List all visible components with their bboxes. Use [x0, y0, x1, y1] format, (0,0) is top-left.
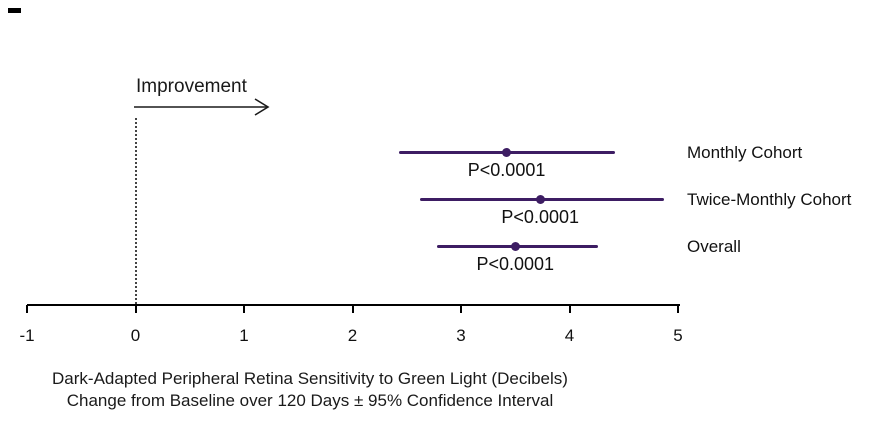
- cohort-label: Monthly Cohort: [687, 143, 803, 162]
- x-axis-tick-label: 4: [564, 326, 575, 345]
- p-value-label: P<0.0001: [501, 207, 579, 227]
- x-axis-tick: [460, 305, 462, 313]
- corner-mark: [8, 8, 21, 13]
- x-axis-line: [27, 304, 680, 306]
- zero-reference-line: [134, 118, 137, 304]
- point-estimate-dot: [535, 195, 545, 204]
- x-axis-tick: [677, 305, 679, 313]
- cohort-label: Overall: [687, 237, 741, 256]
- x-axis-tick-label: 5: [673, 326, 683, 345]
- x-axis-tick-label: 2: [347, 326, 358, 345]
- x-axis-tick: [243, 305, 245, 313]
- x-axis-tick: [351, 305, 354, 313]
- improvement-label: Improvement: [136, 76, 247, 97]
- improvement-arrow-icon: [134, 98, 270, 116]
- x-axis-tick: [568, 305, 571, 313]
- x-axis-tick-label: 3: [456, 326, 466, 345]
- x-axis-caption: Dark-Adapted Peripheral Retina Sensitivi…: [10, 368, 610, 412]
- x-axis-tick-label: 1: [239, 326, 249, 345]
- point-estimate-dot: [510, 242, 520, 251]
- x-axis-tick: [26, 305, 28, 313]
- x-axis-tick-label: -1: [19, 326, 35, 345]
- p-value-label: P<0.0001: [476, 254, 555, 274]
- caption-line-2: Change from Baseline over 120 Days ± 95%…: [66, 391, 554, 410]
- x-axis-tick: [134, 305, 137, 313]
- p-value-label: P<0.0001: [467, 160, 546, 180]
- x-axis-tick-label: 0: [130, 326, 141, 345]
- cohort-label: Twice-Monthly Cohort: [687, 190, 852, 209]
- caption-line-1: Dark-Adapted Peripheral Retina Sensitivi…: [52, 369, 568, 388]
- point-estimate-dot: [502, 148, 512, 157]
